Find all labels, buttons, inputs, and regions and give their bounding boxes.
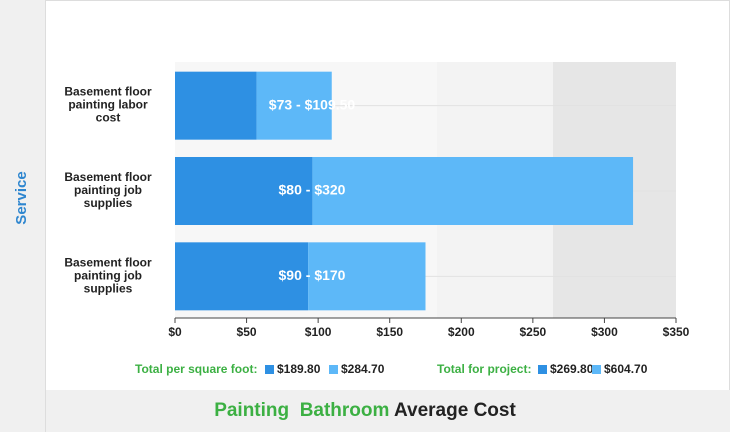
x-tick-label: $300	[591, 325, 618, 339]
x-tick-label: $150	[376, 325, 403, 339]
x-tick-label: $0	[168, 325, 182, 339]
y-axis-label: Service	[13, 171, 30, 224]
legend-swatch	[592, 365, 601, 374]
legend-label: $284.70	[341, 362, 385, 376]
y-tick-label-line: supplies	[84, 196, 133, 210]
bar-annotation: $80 - $320	[279, 182, 346, 198]
bar-segment	[256, 71, 332, 140]
y-tick-label-line: painting job	[74, 183, 142, 197]
legend-swatch	[329, 365, 338, 374]
y-tick-label-line: painting job	[74, 269, 142, 283]
legend-swatch	[538, 365, 547, 374]
legend-label: $604.70	[604, 362, 648, 376]
legend-title: Total for project:	[437, 362, 531, 376]
x-tick-label: $350	[663, 325, 690, 339]
legend-title: Total per square foot:	[135, 362, 257, 376]
legend-label: $269.80	[550, 362, 594, 376]
y-tick-label-line: cost	[96, 111, 121, 125]
y-tick-label: Basement floor painting job supplies	[64, 256, 152, 296]
bar-segment	[175, 242, 309, 311]
side-strip	[0, 0, 45, 432]
x-tick-label: $50	[237, 325, 257, 339]
x-tick-label: $200	[448, 325, 475, 339]
y-tick-label-line: Basement floor	[64, 85, 152, 99]
bar-annotation: $90 - $170	[279, 267, 346, 283]
y-tick-label: Basement floor painting labor cost	[64, 85, 152, 125]
y-tick-label-line: Basement floor	[64, 170, 152, 184]
bar-segment	[175, 157, 313, 225]
x-tick-label: $100	[305, 325, 332, 339]
bar-segment	[312, 157, 634, 225]
y-tick-label-line: Basement floor	[64, 256, 152, 270]
y-tick-label-line: painting labor	[68, 98, 148, 112]
y-tick-label-line: supplies	[84, 282, 133, 296]
bar-annotation: $73 - $109.50	[269, 96, 356, 112]
y-tick-label: Basement floor painting job supplies	[64, 170, 152, 210]
bar-segment	[308, 242, 426, 311]
bar-segment	[175, 71, 257, 140]
footer	[46, 390, 730, 432]
chart-title: Painting Bathroom Average Cost	[214, 400, 516, 421]
legend-label: $189.80	[277, 362, 321, 376]
x-tick-label: $250	[520, 325, 547, 339]
legend-swatch	[265, 365, 274, 374]
